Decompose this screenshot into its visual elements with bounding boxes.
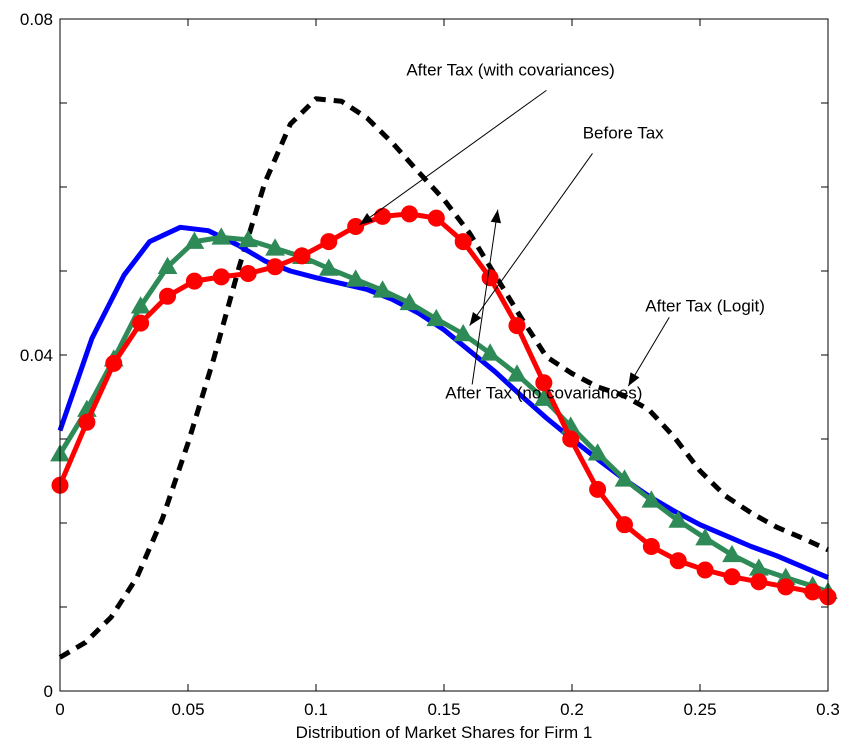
x-tick-label: 0.05: [171, 700, 204, 719]
annotation: Before Tax: [469, 123, 664, 326]
data-point: [589, 480, 607, 498]
y-tick-label: 0.08: [20, 10, 53, 29]
data-point: [480, 343, 500, 361]
data-point: [669, 552, 687, 570]
data-point: [507, 364, 527, 382]
annotation-arrow: [359, 89, 547, 226]
data-point: [695, 528, 715, 546]
annotation-arrow: [469, 153, 593, 326]
data-point: [426, 308, 447, 327]
data-point: [185, 272, 203, 290]
data-point: [159, 287, 177, 305]
data-point: [454, 233, 472, 251]
tick-layer: 0 0.05 0.1 0.15 0.2 0.25 0.3 0 0.04 0.08: [20, 10, 840, 719]
data-point: [453, 323, 474, 342]
x-tick-label: 0: [55, 700, 64, 719]
annotation-arrowhead: [469, 312, 482, 326]
data-point: [427, 209, 445, 227]
data-point: [211, 227, 232, 245]
x-tick-label: 0.2: [560, 700, 584, 719]
data-point: [238, 229, 259, 248]
annotation: After Tax (Logit): [627, 296, 765, 387]
annotation: After Tax (no covariances): [445, 209, 642, 403]
data-point: [804, 583, 822, 601]
data-point: [723, 568, 741, 586]
data-point: [535, 374, 553, 392]
series-2: [50, 227, 838, 600]
data-point: [105, 354, 123, 372]
data-point: [587, 443, 608, 461]
annotation-label: After Tax (with covariances): [406, 60, 614, 79]
data-point: [508, 317, 526, 335]
series-3: [51, 205, 837, 606]
data-point: [265, 238, 285, 256]
annotation-label: After Tax (Logit): [645, 296, 765, 315]
data-point: [293, 247, 311, 265]
annotation-arrowhead: [628, 372, 640, 387]
data-point: [184, 231, 205, 249]
data-point: [212, 268, 230, 286]
y-tick-label: 0: [44, 682, 53, 701]
x-axis-label: Distribution of Market Shares for Firm 1: [296, 723, 593, 742]
annotation-arrow: [627, 316, 670, 387]
annotation-label: Before Tax: [583, 123, 664, 142]
annotation-arrowhead: [359, 212, 374, 225]
series-layer: [50, 96, 838, 660]
series-0: [58, 96, 830, 660]
data-point: [374, 207, 392, 225]
data-point: [347, 217, 365, 235]
annotation-arrow: [471, 209, 499, 385]
data-point: [266, 258, 284, 276]
x-tick-label: 0.25: [683, 700, 716, 719]
x-tick-label: 0.15: [427, 700, 460, 719]
annotation-label: After Tax (no covariances): [445, 384, 642, 403]
data-point: [132, 314, 150, 332]
data-point: [615, 516, 633, 534]
data-point: [722, 544, 742, 563]
data-point: [777, 578, 795, 596]
x-tick-label: 0.3: [816, 700, 840, 719]
data-point: [372, 280, 393, 298]
data-point: [668, 510, 689, 528]
y-tick-label: 0.04: [20, 346, 53, 365]
data-point: [318, 258, 339, 276]
data-point: [399, 292, 420, 311]
data-point: [750, 573, 768, 591]
annotation-layer: After Tax (with covariances) Before Tax Af…: [359, 60, 765, 403]
annotation: After Tax (with covariances): [359, 60, 615, 226]
data-point: [696, 561, 714, 579]
data-point: [562, 430, 580, 448]
x-tick-label: 0.1: [304, 700, 328, 719]
series-line: [58, 96, 830, 660]
data-point: [642, 538, 660, 556]
data-point: [614, 469, 635, 487]
data-point: [641, 490, 662, 508]
annotation-arrowhead: [490, 209, 502, 224]
data-point: [345, 269, 366, 287]
data-point: [481, 269, 499, 287]
data-point: [320, 233, 338, 251]
data-point: [239, 265, 257, 283]
data-point: [78, 413, 96, 431]
data-point: [157, 256, 178, 275]
data-point: [400, 205, 418, 223]
data-point: [130, 296, 151, 314]
